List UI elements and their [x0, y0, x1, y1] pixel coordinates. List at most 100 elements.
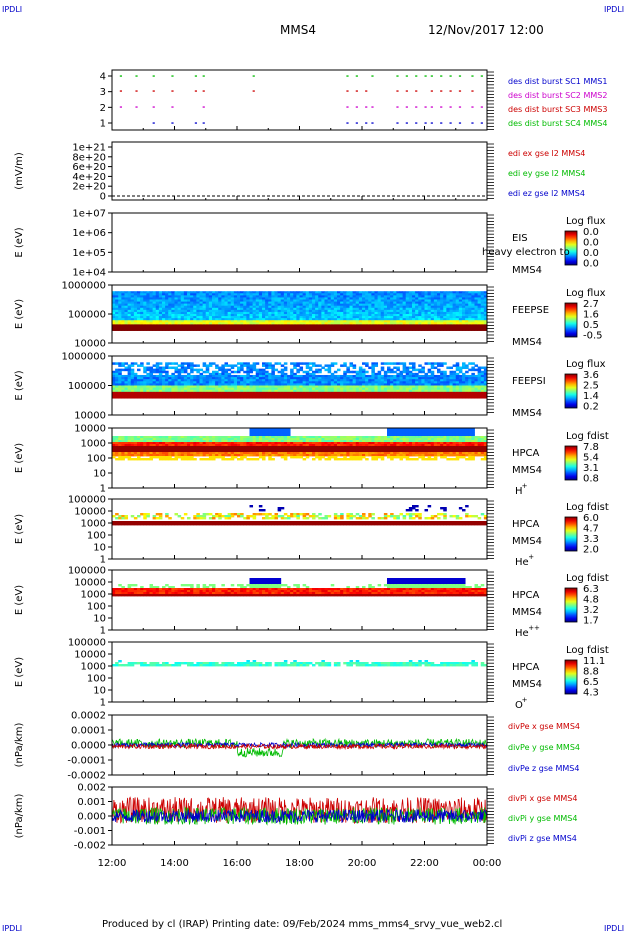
spectrogram-cell	[308, 320, 313, 323]
spectrogram-cell	[143, 436, 147, 439]
spectrogram-cell	[262, 307, 266, 311]
spectrogram-cell	[412, 391, 416, 395]
spectrogram-cell	[377, 311, 382, 315]
spectrogram-cell	[237, 377, 241, 380]
spectrogram-cell	[408, 372, 413, 376]
spectrogram-cell	[121, 291, 125, 294]
spectrogram-cell	[352, 389, 357, 393]
spectrogram-cell	[187, 438, 191, 441]
spectrogram-cell	[127, 442, 132, 445]
spectrogram-cell	[262, 301, 266, 305]
spectrogram-cell	[308, 322, 313, 325]
spectrogram-cell	[330, 374, 335, 378]
spectrogram-cell	[274, 436, 279, 439]
spectrogram-cell	[174, 314, 179, 317]
spectrogram-cell	[265, 391, 269, 395]
spectrogram-cell	[265, 305, 269, 309]
spectrogram-cell	[443, 314, 447, 317]
burst-mark	[355, 75, 358, 77]
y-tick-label: 10000	[74, 339, 106, 350]
spectrogram-cell	[477, 301, 482, 305]
spectrogram-cell	[171, 389, 175, 393]
spectrogram-cell	[358, 328, 363, 331]
spectrogram-cell	[393, 322, 397, 325]
spectrogram-cell	[396, 368, 400, 372]
spectrogram-cell	[140, 450, 144, 453]
spectrogram-cell	[287, 299, 291, 302]
spectrogram-cell	[418, 299, 422, 302]
spectrogram-cell	[255, 452, 260, 455]
spectrogram-cell	[193, 328, 197, 331]
spectrogram-cell	[427, 328, 432, 331]
spectrogram-cell	[265, 328, 269, 331]
spectrogram-cell	[155, 362, 160, 365]
spectrogram-cell	[143, 440, 147, 443]
spectrogram-cell	[377, 391, 382, 395]
spectrogram-cell	[124, 379, 129, 382]
spectrogram-cell	[427, 318, 432, 321]
burst-mark	[424, 122, 427, 124]
spectrogram-cell	[133, 295, 138, 298]
spectrogram-cell	[258, 381, 263, 384]
spectrogram-cell	[227, 320, 232, 323]
spectrogram-cell	[152, 295, 157, 298]
spectrogram-cell	[152, 311, 157, 315]
spectrogram-cell	[280, 311, 285, 315]
spectrogram-cell	[324, 311, 329, 315]
spectrogram-cell	[296, 311, 300, 315]
spectrogram-cell	[221, 303, 225, 307]
spectrogram-cell	[121, 322, 125, 325]
spectrogram-cell	[305, 389, 310, 393]
spectrogram-cell	[412, 381, 416, 384]
spectrogram-cell	[337, 328, 341, 331]
spectrogram-cell	[390, 393, 394, 397]
spectrogram-cell	[421, 305, 425, 309]
spectrogram-cell	[315, 379, 319, 382]
spectrogram-cell	[218, 366, 222, 370]
spectrogram-cell	[233, 364, 238, 367]
spectrogram-cell	[358, 387, 363, 391]
spectrogram-cell	[258, 318, 263, 321]
spectrogram-cell	[308, 293, 313, 296]
spectrogram-cell	[368, 297, 372, 300]
spectrogram-cell	[246, 366, 250, 370]
spectrogram-cell	[462, 393, 466, 397]
spectrogram-cell	[246, 379, 250, 382]
spectrogram-cell	[112, 362, 116, 365]
spectrogram-cell	[312, 362, 316, 365]
y-tick-label: 3	[100, 87, 106, 98]
spectrogram-cell	[208, 305, 213, 309]
spectrogram-cell	[124, 320, 129, 323]
spectrogram-cell	[371, 303, 375, 307]
spectrogram-cell	[255, 438, 260, 441]
spectrogram-cell	[305, 385, 310, 389]
spectrogram-cell	[115, 291, 119, 294]
spectrogram-cell	[318, 370, 322, 374]
spectrogram-cell	[368, 324, 372, 327]
spectrogram-cell	[212, 454, 216, 457]
spectrogram-cell	[237, 303, 241, 307]
spectrogram-cell	[318, 314, 322, 317]
spectrogram-cell	[127, 318, 132, 321]
spectrogram-cell	[402, 324, 407, 327]
instrument-label: FEEPSE	[512, 305, 549, 316]
spectrogram-cell	[430, 391, 435, 395]
spectrogram-cell	[365, 295, 369, 298]
spectrogram-cell	[452, 311, 457, 315]
spectrogram-cell	[165, 309, 169, 313]
spectrogram-cell	[258, 291, 263, 294]
spectrogram-cell	[158, 309, 163, 313]
spectrogram-cell	[468, 311, 472, 315]
spectrogram-cell	[387, 309, 391, 313]
spectrogram-cell	[112, 309, 116, 313]
spectrogram-cell	[383, 311, 388, 315]
spectrogram-cell	[283, 379, 288, 382]
spectrogram-cell	[302, 385, 307, 389]
spectrogram-cell	[280, 385, 285, 389]
spectrogram-cell	[202, 387, 207, 391]
spectrogram-cell	[196, 293, 200, 296]
spectrogram-cell	[368, 326, 372, 329]
spectrogram-cell	[305, 318, 310, 321]
spectrogram-cell	[277, 377, 282, 380]
